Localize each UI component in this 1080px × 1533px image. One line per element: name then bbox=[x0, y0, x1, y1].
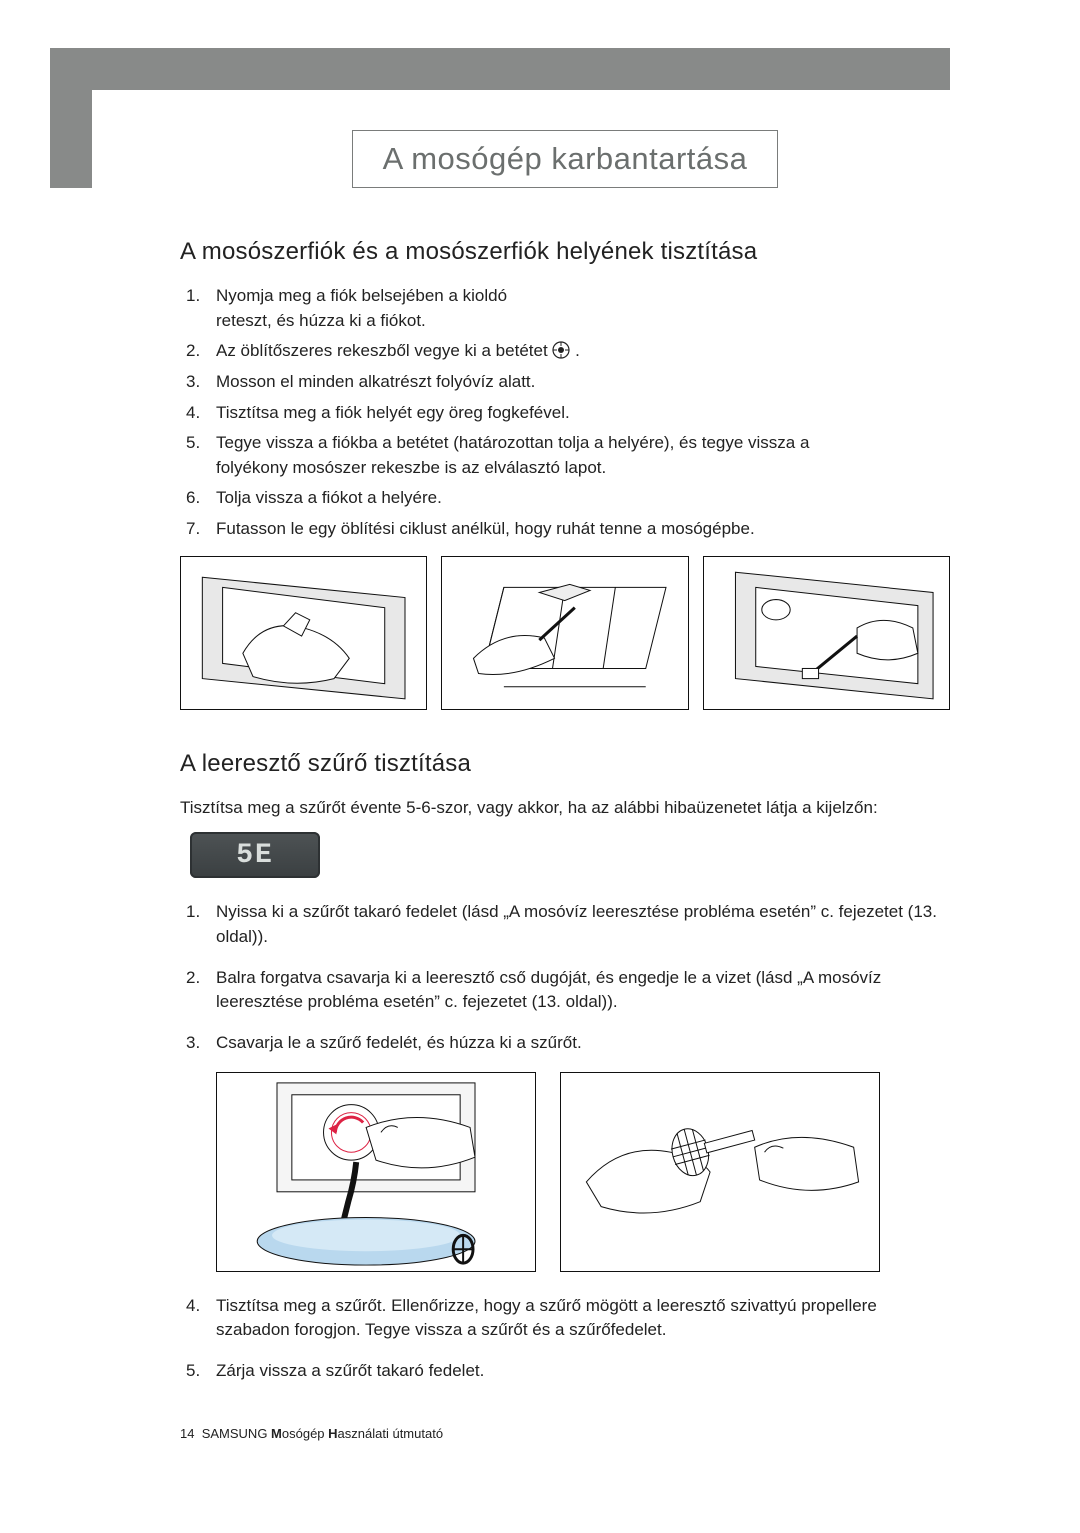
list-item: Tegye vissza a fiókba a betétet (határoz… bbox=[180, 431, 950, 480]
figure-row-2 bbox=[216, 1072, 950, 1272]
page-number: 14 bbox=[180, 1426, 194, 1441]
step-subtext: reteszt, és húzza ki a fiókot. bbox=[216, 309, 950, 334]
insert-icon bbox=[552, 341, 570, 359]
step-text: Tisztítsa meg a szűrőt. Ellenőrizze, hog… bbox=[216, 1296, 796, 1315]
error-display: 5E bbox=[190, 832, 320, 878]
figure-filter-remove bbox=[216, 1072, 536, 1272]
footer-brand: SAMSUNG bbox=[202, 1426, 268, 1441]
list-item: Balra forgatva csavarja ki a leeresztő c… bbox=[180, 966, 950, 1015]
error-code: 5E bbox=[236, 840, 274, 871]
section2-steps-b: Tisztítsa meg a szűrőt. Ellenőrizze, hog… bbox=[180, 1294, 950, 1384]
list-item: Az öblítőszeres rekeszből vegye ki a bet… bbox=[180, 339, 950, 364]
list-item: Csavarja le a szűrő fedelét, és húzza ki… bbox=[180, 1031, 950, 1056]
step-text: Zárja vissza a szűrőt takaró fedelet. bbox=[216, 1361, 484, 1380]
list-item: Tisztítsa meg a fiók helyét egy öreg fog… bbox=[180, 401, 950, 426]
step-text: Futasson le egy öblítési ciklust anélkül… bbox=[216, 519, 755, 538]
figure-drawer-release bbox=[180, 556, 427, 710]
step-text: Az öblítőszeres rekeszből vegye ki a bet… bbox=[216, 341, 548, 360]
section2-intro: Tisztítsa meg a szűrőt évente 5-6-szor, … bbox=[180, 796, 950, 821]
step-text: Tisztítsa meg a fiók helyét egy öreg fog… bbox=[216, 403, 570, 422]
figure-row-1 bbox=[180, 556, 950, 710]
section2-steps-a: Nyissa ki a szűrőt takaró fedelet (lásd … bbox=[180, 900, 950, 1055]
step-text: Nyissa ki a szűrőt takaró fedelet bbox=[216, 902, 457, 921]
section1-steps: Nyomja meg a fiók belsejében a kioldó re… bbox=[180, 284, 950, 542]
list-item: Tisztítsa meg a szűrőt. Ellenőrizze, hog… bbox=[180, 1294, 950, 1343]
corner-bar-horizontal bbox=[50, 48, 950, 90]
list-item: Nyissa ki a szűrőt takaró fedelet (lásd … bbox=[180, 900, 950, 949]
figure-drawer-clean bbox=[441, 556, 688, 710]
corner-bar-vertical bbox=[50, 48, 92, 188]
list-item: Futasson le egy öblítési ciklust anélkül… bbox=[180, 517, 950, 542]
content-area: A mosógép karbantartása A mosószerfiók é… bbox=[180, 130, 950, 1400]
list-item: Mosson el minden alkatrészt folyóvíz ala… bbox=[180, 370, 950, 395]
page-title: A mosógép karbantartása bbox=[352, 130, 779, 188]
step-text: Balra forgatva csavarja ki a leeresztő c… bbox=[216, 968, 751, 987]
section1-heading: A mosószerfiók és a mosószerfiók helyéne… bbox=[180, 238, 950, 266]
section2-heading: A leeresztő szűrő tisztítása bbox=[180, 750, 950, 778]
list-item: Nyomja meg a fiók belsejében a kioldó re… bbox=[180, 284, 950, 333]
footer-t4: asználati útmutató bbox=[338, 1426, 444, 1441]
page-footer: 14 SAMSUNG Mosógép Használati útmutató bbox=[180, 1426, 443, 1441]
step-text: Nyomja meg a fiók belsejében a kioldó bbox=[216, 286, 507, 305]
list-item: Tolja vissza a fiókot a helyére. bbox=[180, 486, 950, 511]
step-subtext: folyékony mosószer rekeszbe is az elvála… bbox=[216, 456, 950, 481]
footer-b1: M bbox=[267, 1426, 281, 1441]
step-tail: . bbox=[575, 341, 580, 360]
footer-b2: H bbox=[328, 1426, 337, 1441]
step-text: Tolja vissza a fiókot a helyére. bbox=[216, 488, 442, 507]
list-item: Zárja vissza a szűrőt takaró fedelet. bbox=[180, 1359, 950, 1384]
step-text: Mosson el minden alkatrészt folyóvíz ala… bbox=[216, 372, 535, 391]
step-text: Csavarja le a szűrő fedelét, és húzza ki… bbox=[216, 1033, 582, 1052]
footer-t2: osógép bbox=[282, 1426, 328, 1441]
figure-recess-clean bbox=[703, 556, 950, 710]
figure-filter-clean bbox=[560, 1072, 880, 1272]
manual-page: A mosógép karbantartása A mosószerfiók é… bbox=[0, 0, 1080, 1533]
step-text: Tegye vissza a fiókba a betétet (határoz… bbox=[216, 433, 809, 452]
